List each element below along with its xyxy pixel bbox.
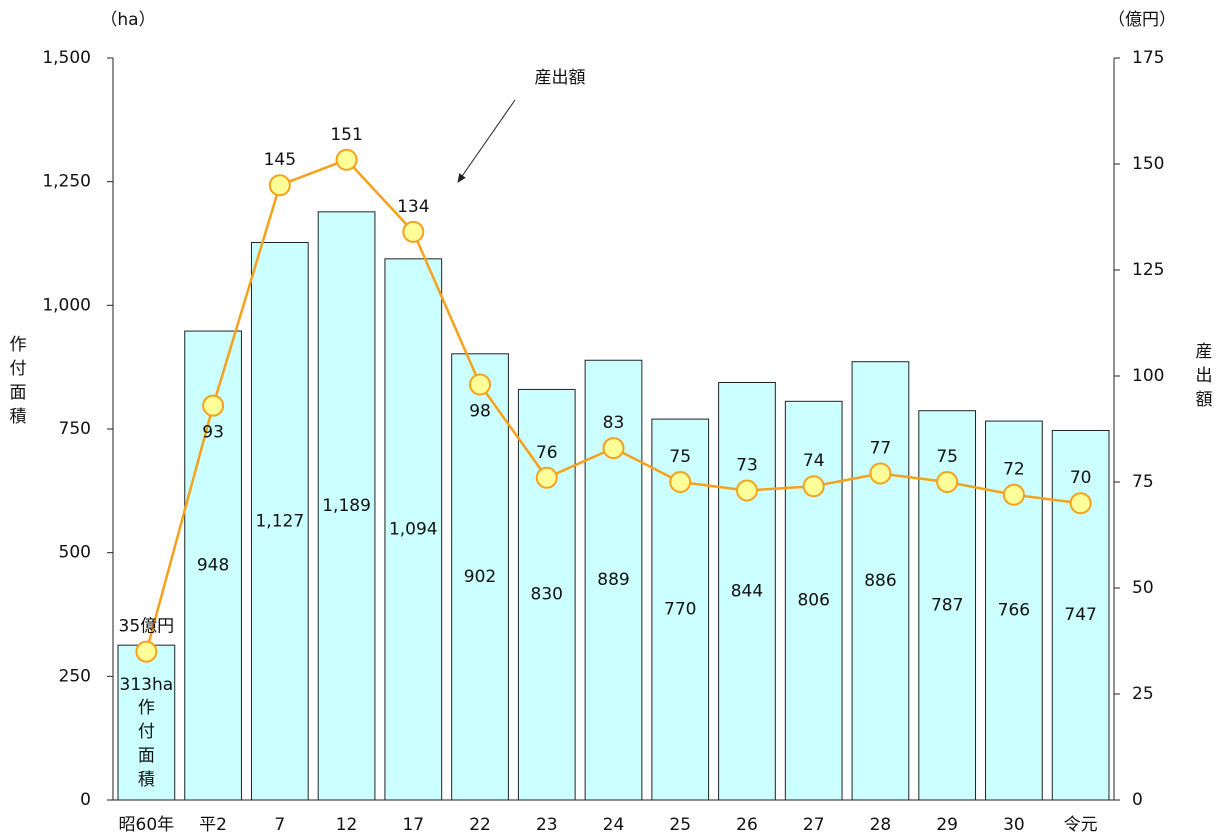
bar-annotation: 作付面積 <box>138 698 155 790</box>
y2-tick-label: 75 <box>1132 472 1154 492</box>
line-label: 75 <box>936 447 958 467</box>
bar-label: 770 <box>664 600 696 620</box>
line-marker <box>869 462 892 485</box>
bar-label: 889 <box>597 570 629 590</box>
bar <box>317 211 376 801</box>
y-tick-label: 500 <box>59 543 91 563</box>
bar-label: 766 <box>998 601 1030 621</box>
line-marker <box>1002 483 1025 506</box>
line-marker <box>735 479 758 502</box>
bar-label: 313ha <box>120 675 174 695</box>
x-tick-label: 29 <box>936 815 958 834</box>
line-label: 98 <box>469 401 491 421</box>
line-label: 151 <box>330 125 362 145</box>
x-tick-label: 23 <box>536 815 558 834</box>
bar <box>1051 429 1110 801</box>
y-tick-label: 750 <box>59 419 91 439</box>
line-marker <box>202 394 225 417</box>
x-tick-label: 30 <box>1003 815 1025 834</box>
x-tick-label: 22 <box>469 815 491 834</box>
line-label: 145 <box>264 150 296 170</box>
y2-tick-label: 0 <box>1132 790 1143 810</box>
bar <box>718 382 776 801</box>
x-tick-label: 28 <box>870 815 892 834</box>
bar-label: 1,127 <box>255 511 304 531</box>
y-tick-label: 1,250 <box>42 172 91 192</box>
y-label: 作付面積 <box>10 335 27 427</box>
x-tick-label: 26 <box>736 815 758 834</box>
x-tick-label: 昭60年 <box>119 815 175 834</box>
bar <box>851 361 910 801</box>
bar-label: 830 <box>531 585 563 605</box>
line-label: 75 <box>669 447 691 467</box>
line-marker <box>669 471 692 493</box>
line-label: 93 <box>202 423 224 443</box>
line-label: 70 <box>1070 468 1092 488</box>
line-marker <box>335 148 358 171</box>
x-tick-label: 25 <box>669 815 691 834</box>
y2-tick-label: 125 <box>1132 260 1164 280</box>
line-label: 77 <box>870 439 892 459</box>
bar <box>784 400 843 801</box>
y-unit: （ha） <box>100 10 155 30</box>
bar-label: 886 <box>864 571 896 591</box>
line-marker <box>535 466 558 489</box>
line-label: 83 <box>603 413 625 433</box>
line-marker <box>802 475 825 498</box>
y2-tick-label: 25 <box>1132 684 1154 704</box>
y2-tick-label: 50 <box>1132 578 1154 598</box>
x-tick-label: 令元 <box>1064 815 1098 834</box>
bar-label: 844 <box>731 581 763 601</box>
y2-tick-label: 100 <box>1132 366 1164 386</box>
y2-tick-label: 150 <box>1132 154 1164 174</box>
x-tick-label: 27 <box>803 815 825 834</box>
line-marker <box>1069 492 1092 515</box>
bar-label: 1,094 <box>389 519 438 539</box>
line-label: 76 <box>536 443 558 463</box>
line-marker <box>268 174 291 197</box>
line-marker <box>936 471 959 493</box>
bar-label: 1,189 <box>322 496 371 516</box>
x-tick-label: 平2 <box>199 815 227 834</box>
line-label: 73 <box>736 455 758 475</box>
line-label: 35億円 <box>119 617 175 637</box>
bar-label: 948 <box>197 556 229 576</box>
bar-label: 806 <box>797 591 829 611</box>
y-tick-label: 250 <box>59 666 91 686</box>
line-label: 72 <box>1003 460 1025 480</box>
y2-unit: （億円） <box>1108 10 1176 30</box>
bar <box>250 242 309 801</box>
line-marker <box>135 640 158 663</box>
line-marker <box>602 437 625 460</box>
y2-label: 産出額 <box>1196 342 1213 410</box>
bar-label: 747 <box>1064 605 1096 625</box>
bar <box>451 353 509 801</box>
x-tick-label: 17 <box>402 815 424 834</box>
x-tick-label: 24 <box>603 815 625 834</box>
bar <box>384 258 443 801</box>
bar <box>584 359 643 801</box>
y-tick-label: 1,000 <box>42 295 91 315</box>
bar-label: 902 <box>464 567 496 587</box>
annotation-arrow <box>457 99 516 183</box>
line-label: 134 <box>397 197 429 217</box>
y2-tick-label: 175 <box>1132 48 1164 68</box>
y-tick-label: 1,500 <box>42 48 91 68</box>
line-marker <box>469 373 492 396</box>
annotation: 産出額 <box>535 68 586 88</box>
bar-label: 787 <box>931 595 963 615</box>
y-tick-label: 0 <box>80 790 91 810</box>
bar <box>517 388 576 801</box>
line-marker <box>402 220 425 243</box>
line-label: 74 <box>803 451 825 471</box>
x-tick-label: 7 <box>274 815 285 834</box>
x-tick-label: 12 <box>336 815 358 834</box>
